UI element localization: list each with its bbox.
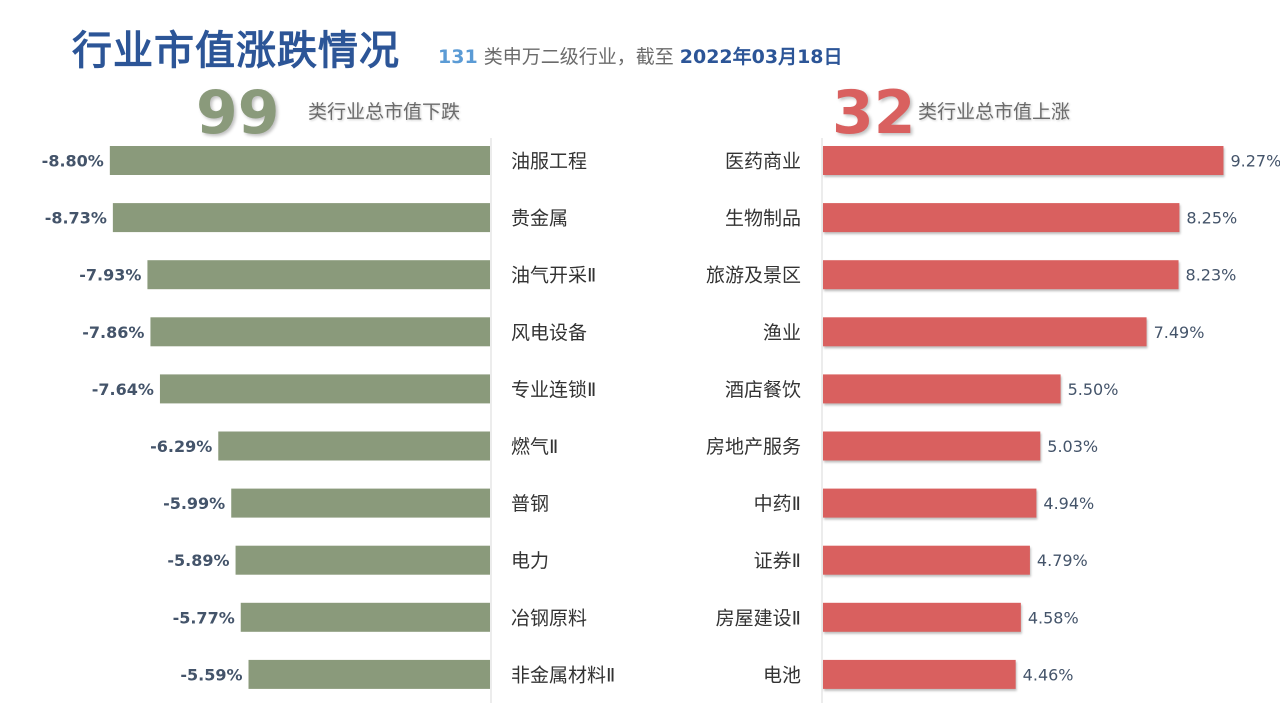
up-category-label: 生物制品 [725, 208, 801, 230]
down-value-label: -7.64% [92, 380, 154, 399]
down-value-label: -7.86% [82, 323, 144, 342]
down-value-label: -7.93% [79, 266, 141, 285]
down-label: 类行业总市值下跌 [308, 101, 461, 123]
subtitle-text: 类申万二级行业，截至 [477, 46, 680, 68]
up-value-label: 5.03% [1047, 437, 1098, 456]
up-value-label: 9.27% [1230, 152, 1280, 171]
down-value-label: -5.99% [163, 494, 225, 513]
up-bar [823, 260, 1179, 290]
up-value-label: 4.46% [1023, 665, 1074, 684]
up-label: 类行业总市值上涨 [918, 101, 1071, 123]
up-bar [823, 374, 1061, 404]
down-category-label: 风电设备 [511, 322, 587, 344]
down-category-label: 燃气Ⅱ [511, 436, 558, 458]
up-bar [823, 146, 1224, 175]
as-of-date: 2022年03月18日 [679, 46, 843, 68]
up-value-label: 4.94% [1043, 494, 1094, 513]
down-category-label: 油气开采Ⅱ [511, 265, 596, 287]
up-category-label: 中药Ⅱ [754, 493, 801, 515]
down-bar [248, 659, 490, 689]
down-category-label: 冶钢原料 [511, 607, 587, 629]
down-count: 99 [196, 78, 280, 148]
industry-count: 131 [438, 46, 478, 68]
up-value-label: 8.23% [1186, 266, 1237, 285]
down-value-label: -5.77% [173, 608, 235, 627]
up-category-label: 旅游及景区 [706, 265, 801, 287]
up-bar [823, 488, 1037, 518]
up-bar [823, 659, 1016, 689]
down-category-label: 普钢 [511, 493, 549, 515]
up-count: 32 [832, 78, 916, 148]
up-category-label: 渔业 [763, 322, 801, 344]
down-bar [235, 545, 490, 575]
down-value-label: -5.59% [180, 665, 242, 684]
down-value-label: -5.89% [167, 551, 229, 570]
up-bar [823, 203, 1180, 233]
down-value-label: -8.80% [42, 152, 104, 171]
down-bar [147, 260, 490, 290]
down-category-label: 专业连锁Ⅱ [511, 379, 596, 401]
down-bar [159, 374, 490, 404]
down-category-label: 贵金属 [511, 208, 568, 230]
up-value-label: 8.25% [1186, 209, 1237, 228]
down-category-label: 油服工程 [511, 151, 587, 173]
down-category-label: 非金属材料Ⅱ [511, 664, 615, 686]
down-value-label: -6.29% [150, 437, 212, 456]
up-category-label: 房地产服务 [706, 436, 801, 458]
down-bar [231, 488, 490, 518]
up-bar [823, 317, 1147, 347]
down-value-label: -8.73% [45, 209, 107, 228]
up-category-label: 医药商业 [725, 151, 801, 173]
up-value-label: 4.79% [1037, 551, 1088, 570]
down-bar [112, 203, 490, 233]
up-value-label: 5.50% [1068, 380, 1119, 399]
down-bar [218, 431, 490, 461]
up-category-label: 酒店餐饮 [725, 379, 801, 401]
up-category-label: 证券Ⅱ [754, 550, 801, 572]
down-category-label: 电力 [511, 550, 549, 572]
page-title: 行业市值涨跌情况 [72, 28, 400, 74]
up-category-label: 房屋建设Ⅱ [716, 607, 801, 629]
subtitle: 131 类申万二级行业，截至 2022年03月18日 [438, 42, 843, 69]
up-category-label: 电池 [763, 664, 801, 686]
up-value-label: 4.58% [1028, 608, 1079, 627]
down-bar [109, 146, 490, 175]
down-bar [150, 317, 490, 347]
up-bar [823, 602, 1021, 632]
up-bar [823, 545, 1030, 575]
up-bar [823, 431, 1041, 461]
down-bar [240, 602, 490, 632]
up-value-label: 7.49% [1154, 323, 1205, 342]
